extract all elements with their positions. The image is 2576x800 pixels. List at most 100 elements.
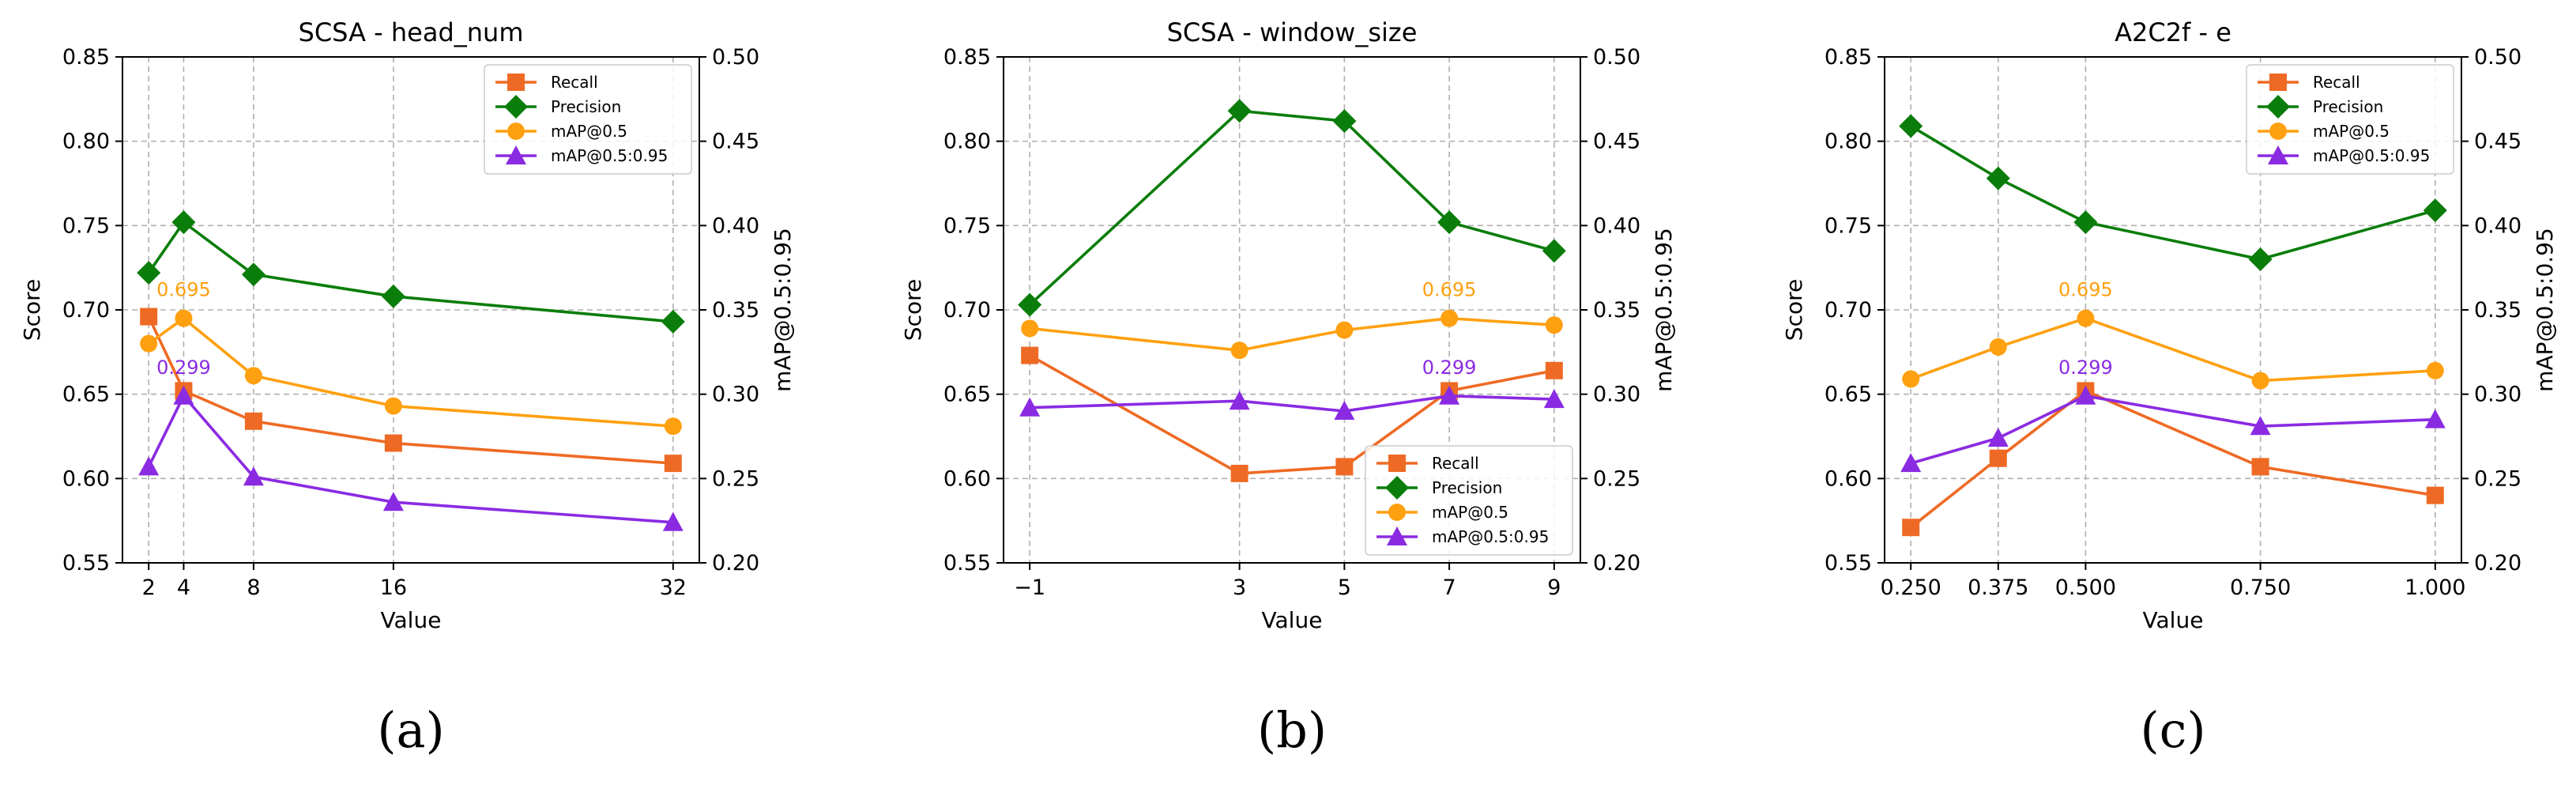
- x-tick-label: 32: [660, 575, 687, 600]
- y-tick-label: 0.65: [943, 383, 991, 407]
- data-point: [1018, 292, 1042, 317]
- data-point: [173, 385, 194, 405]
- y-tick-label: 0.60: [943, 466, 991, 491]
- data-point: [2426, 486, 2444, 504]
- data-point: [1899, 114, 1923, 138]
- x-tick-label: 0.500: [2055, 575, 2116, 600]
- data-point: [243, 466, 264, 486]
- data-point: [1439, 385, 1460, 405]
- data-point: [2077, 309, 2095, 327]
- y2-tick-label: 0.40: [712, 213, 759, 238]
- y-tick-label: 0.80: [62, 130, 110, 154]
- x-axis-label: Value: [2143, 607, 2204, 633]
- x-axis-label: Value: [1262, 607, 1323, 633]
- y-tick-label: 0.55: [943, 551, 991, 575]
- y-tick-label: 0.80: [1825, 130, 1872, 154]
- data-point: [1437, 210, 1462, 235]
- data-point: [1230, 464, 1248, 482]
- y2-tick-label: 0.45: [1593, 130, 1640, 154]
- y-tick-label: 0.55: [62, 551, 110, 575]
- y2-tick-label: 0.35: [712, 298, 759, 323]
- chart-panel-2: 0.55 0.60 0.65 0.70 0.75 0.80 0.85 0.20 0.25 0.30…: [900, 17, 1677, 759]
- legend-label: mAP@0.5:0.95: [1432, 527, 1549, 546]
- data-point: [1441, 309, 1459, 327]
- data-point: [1545, 316, 1563, 334]
- x-tick-label: 0.375: [1968, 575, 2028, 600]
- y-tick-label: 0.60: [1825, 466, 1872, 491]
- data-point: [1227, 99, 1252, 123]
- chart-title: A2C2f - e: [2115, 17, 2231, 47]
- data-point: [244, 412, 262, 430]
- legend-label: mAP@0.5:0.95: [2313, 146, 2430, 165]
- series-line-Recall: [147, 315, 673, 465]
- y-axis-label: Score: [19, 279, 45, 341]
- y2-axis-label: mAP@0.5:0.95: [770, 228, 796, 392]
- y2-tick-label: 0.25: [1593, 466, 1640, 491]
- legend-label: mAP@0.5:0.95: [551, 146, 668, 165]
- y2-tick-label: 0.20: [712, 551, 759, 575]
- chart-title: SCSA - window_size: [1167, 17, 1418, 47]
- x-tick-label: 4: [177, 575, 190, 600]
- data-point: [1332, 109, 1357, 134]
- y2-tick-label: 0.40: [2474, 213, 2521, 238]
- series-line-Precision: [147, 220, 673, 323]
- y2-tick-label: 0.25: [2474, 466, 2521, 491]
- legend-label: mAP@0.5: [551, 122, 627, 141]
- data-point: [1902, 519, 1920, 537]
- data-point: [2423, 198, 2447, 223]
- data-point: [137, 261, 161, 285]
- data-point: [662, 511, 684, 531]
- y-tick-label: 0.85: [1825, 45, 1872, 70]
- series-line-Precision: [1028, 109, 1555, 306]
- data-point: [1229, 391, 1250, 410]
- data-point: [1900, 453, 1922, 473]
- legend-marker: [1388, 455, 1406, 472]
- x-tick-label: 2: [142, 575, 156, 600]
- y2-tick-label: 0.40: [1593, 213, 1640, 238]
- data-point: [2424, 409, 2446, 428]
- data-point: [1021, 319, 1039, 338]
- legend-marker: [1385, 476, 1409, 500]
- data-point: [140, 308, 158, 326]
- legend-marker: [2269, 123, 2287, 140]
- chart-panel-3: 0.55 0.60 0.65 0.70 0.75 0.80 0.85 0.20 0.25 0.30…: [1781, 17, 2558, 759]
- data-point: [1019, 397, 1041, 417]
- legend-box: [1365, 445, 1573, 556]
- legend-label: mAP@0.5: [2313, 122, 2390, 141]
- y-tick-label: 0.65: [62, 383, 110, 407]
- annotation-label: 0.299: [2058, 357, 2113, 379]
- data-point: [1989, 449, 2007, 467]
- y2-tick-label: 0.50: [712, 45, 759, 70]
- y2-tick-label: 0.45: [2474, 130, 2521, 154]
- data-point: [140, 334, 158, 353]
- legend-marker: [1388, 504, 1406, 521]
- chart-title: SCSA - head_num: [299, 17, 524, 47]
- legend-label: Precision: [2313, 97, 2383, 116]
- data-point: [1021, 346, 1039, 364]
- y2-tick-label: 0.30: [1593, 383, 1640, 407]
- data-point: [1545, 361, 1563, 379]
- legend-marker: [507, 123, 525, 140]
- legend-marker: [506, 145, 526, 164]
- y-tick-label: 0.80: [943, 130, 991, 154]
- x-tick-label: 5: [1338, 575, 1351, 600]
- y2-tick-label: 0.30: [712, 383, 759, 407]
- data-point: [1987, 428, 2009, 447]
- data-point: [384, 397, 402, 415]
- data-point: [175, 309, 193, 327]
- annotation-label: 0.695: [1422, 279, 1477, 301]
- data-point: [384, 434, 402, 452]
- x-tick-label: 7: [1442, 575, 1456, 600]
- y-tick-label: 0.60: [62, 466, 110, 491]
- legend-label: Recall: [551, 73, 598, 92]
- y2-tick-label: 0.50: [1593, 45, 1640, 70]
- annotation-label: 0.695: [156, 279, 211, 301]
- y2-tick-label: 0.30: [2474, 383, 2521, 407]
- y2-tick-label: 0.35: [1593, 298, 1640, 323]
- data-point: [1543, 389, 1565, 409]
- data-point: [1986, 166, 2010, 191]
- data-point: [2426, 361, 2444, 379]
- legend-marker: [2268, 145, 2288, 164]
- y2-axis-label: mAP@0.5:0.95: [2532, 228, 2558, 392]
- data-point: [382, 492, 404, 511]
